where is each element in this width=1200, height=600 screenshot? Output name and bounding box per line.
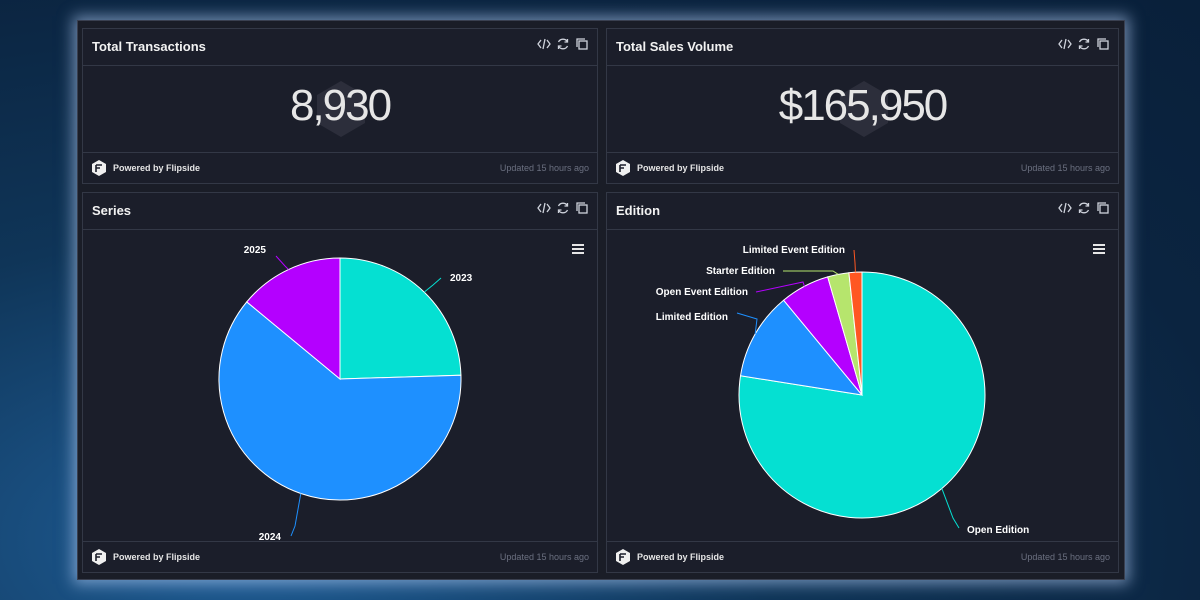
connector-line — [736, 312, 758, 335]
card-footer: Powered by Flipside Updated 15 hours ago — [83, 541, 597, 572]
card-title: Edition — [616, 203, 661, 218]
card-header: Series — [83, 193, 597, 230]
total-sales-volume-value: $165,950 — [778, 81, 949, 130]
powered-label: Powered by Flipside — [637, 163, 725, 173]
card-title: Series — [92, 203, 132, 218]
connector-line — [423, 277, 442, 293]
data-label: 2024 — [259, 532, 282, 543]
powered-label: Powered by Flipside — [637, 552, 725, 562]
card-tools — [537, 37, 589, 51]
data-label: Limited Event Edition — [743, 245, 845, 256]
connector-line — [783, 270, 839, 275]
card-title: Total Sales Volume — [616, 39, 734, 54]
connector-line — [290, 493, 302, 537]
powered-by-flipside[interactable]: Powered by Flipside — [615, 160, 724, 176]
card-header: Edition — [607, 193, 1118, 230]
connector-line — [941, 488, 960, 529]
copy-icon[interactable] — [575, 37, 589, 51]
total-transactions-value: 8,930 — [289, 81, 392, 130]
refresh-icon[interactable] — [556, 201, 570, 215]
data-label: 2025 — [244, 245, 267, 256]
card-footer: Powered by Flipside Updated 15 hours ago — [83, 152, 597, 183]
data-label: 2023 — [450, 273, 473, 284]
refresh-icon[interactable] — [556, 37, 570, 51]
connector-line — [853, 249, 856, 273]
copy-icon[interactable] — [1096, 201, 1110, 215]
flipside-watermark-icon — [840, 81, 888, 137]
data-label: Starter Edition — [706, 266, 775, 277]
flipside-logo-icon — [616, 549, 630, 565]
card-header: Total Sales Volume — [607, 29, 1118, 66]
edition-card: Edition Open Edition Limited Edition Open … — [606, 192, 1119, 573]
copy-icon[interactable] — [1096, 37, 1110, 51]
card-tools — [537, 201, 589, 215]
connector-line — [755, 281, 805, 293]
code-icon[interactable] — [537, 37, 551, 51]
updated-timestamp: Updated 15 hours ago — [499, 552, 589, 562]
updated-timestamp: Updated 15 hours ago — [499, 163, 589, 173]
refresh-icon[interactable] — [1077, 37, 1091, 51]
powered-label: Powered by Flipside — [113, 552, 201, 562]
copy-icon[interactable] — [575, 201, 589, 215]
connector-line — [275, 255, 289, 270]
card-footer: Powered by Flipside Updated 15 hours ago — [607, 152, 1118, 183]
data-label: Open Event Edition — [656, 287, 748, 298]
pie-slice-2023[interactable] — [339, 257, 462, 380]
dashboard-frame: Total Transactions 8,930 Powered by Flip… — [77, 20, 1125, 580]
updated-timestamp: Updated 15 hours ago — [1020, 163, 1110, 173]
flipside-logo-icon — [92, 549, 106, 565]
card-tools — [1058, 201, 1110, 215]
card-title: Total Transactions — [92, 39, 206, 54]
flipside-logo-icon — [92, 160, 106, 176]
hamburger-menu-icon[interactable] — [571, 243, 585, 255]
refresh-icon[interactable] — [1077, 201, 1091, 215]
pie-slice-limited-edition[interactable] — [739, 299, 864, 396]
powered-by-flipside[interactable]: Powered by Flipside — [91, 549, 200, 565]
flipside-watermark-icon — [317, 81, 365, 137]
total-transactions-card: Total Transactions 8,930 Powered by Flip… — [82, 28, 598, 184]
data-label: Limited Edition — [656, 312, 728, 323]
powered-by-flipside[interactable]: Powered by Flipside — [615, 549, 724, 565]
hamburger-menu-icon[interactable] — [1092, 243, 1106, 255]
card-footer: Powered by Flipside Updated 15 hours ago — [607, 541, 1118, 572]
flipside-logo-icon — [616, 160, 630, 176]
updated-timestamp: Updated 15 hours ago — [1020, 552, 1110, 562]
series-card: Series 2023 2024 2025 Powered by Flipside … — [82, 192, 598, 573]
data-label: Open Edition — [967, 525, 1029, 536]
card-header: Total Transactions — [83, 29, 597, 66]
series-pie-chart: 2023 2024 2025 — [218, 245, 473, 543]
code-icon[interactable] — [1058, 201, 1072, 215]
code-icon[interactable] — [1058, 37, 1072, 51]
code-icon[interactable] — [537, 201, 551, 215]
powered-label: Powered by Flipside — [113, 163, 201, 173]
edition-pie-chart: Open Edition Limited Edition Open Event Ed… — [656, 245, 1029, 536]
pie-slice-2025[interactable] — [246, 257, 341, 381]
total-sales-volume-card: Total Sales Volume $165,950 Powered by F… — [606, 28, 1119, 184]
powered-by-flipside[interactable]: Powered by Flipside — [91, 160, 200, 176]
pie-slice-limited-event-edition[interactable] — [848, 271, 863, 396]
card-tools — [1058, 37, 1110, 51]
